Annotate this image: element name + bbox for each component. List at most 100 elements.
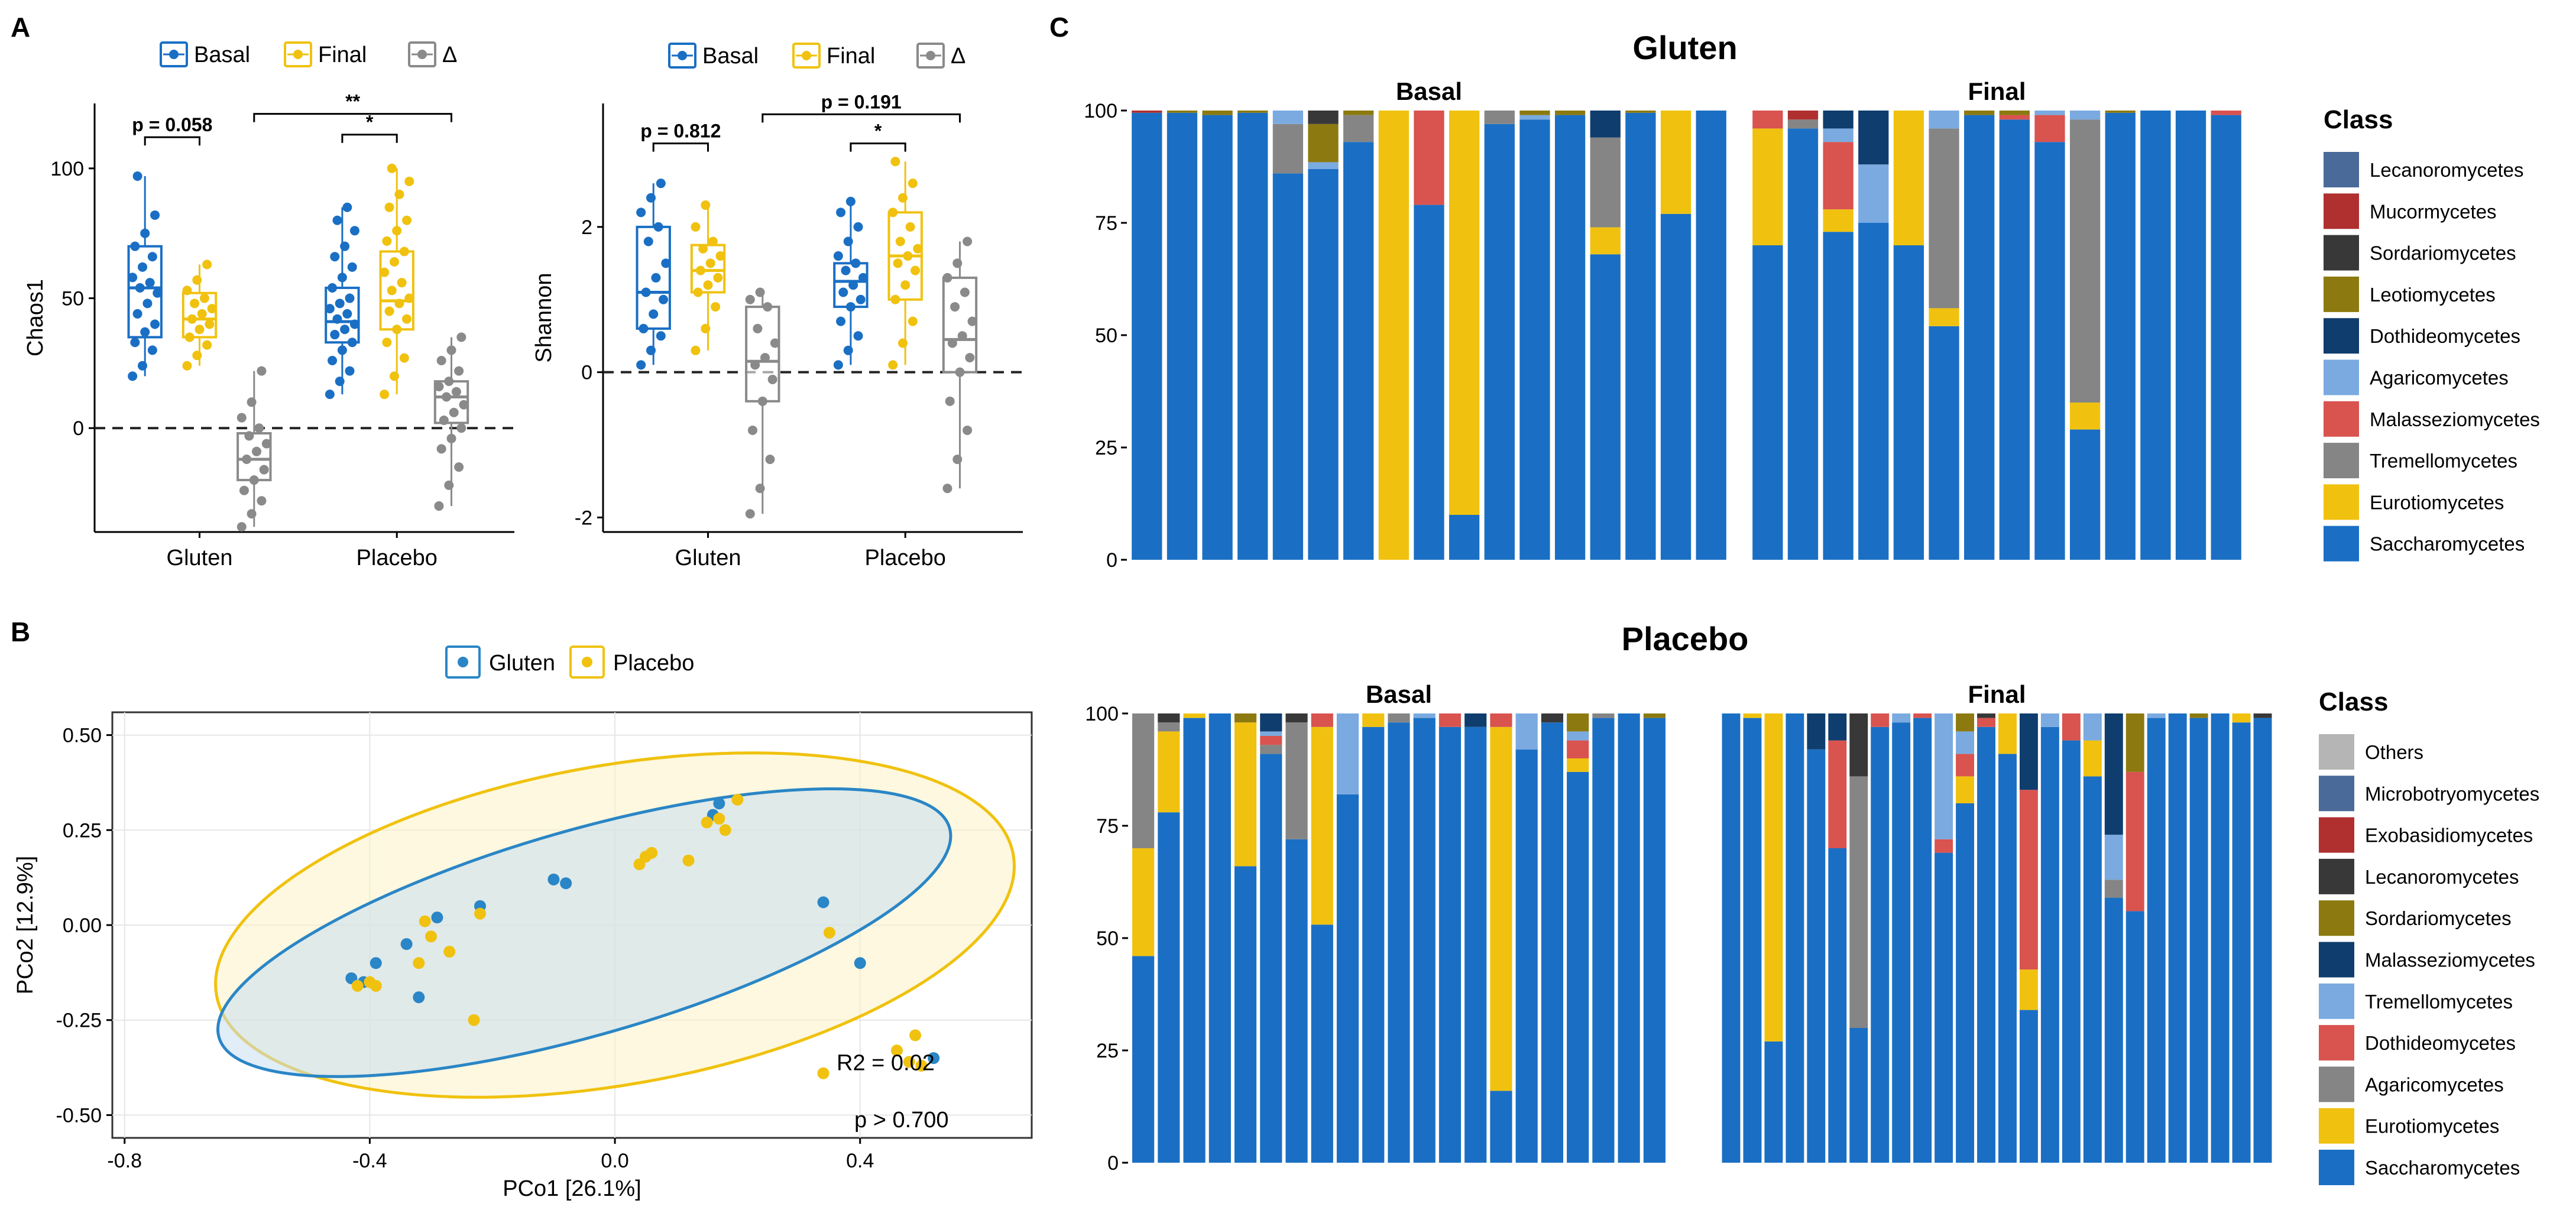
data-point (851, 258, 861, 268)
data-point (913, 244, 923, 254)
panel-label-c: C (1049, 12, 1069, 43)
bar-segment-malasseziomycetes (2104, 713, 2123, 835)
bar-segment-eurotiomycetes (2232, 713, 2251, 723)
data-point (942, 273, 952, 283)
comparison-bracket (144, 136, 200, 146)
data-point (337, 273, 347, 283)
data-point (130, 241, 140, 251)
ellipse-gluten (216, 787, 952, 1078)
bar-segment-tremellomycetes (2147, 713, 2166, 718)
scatter-point-placebo (682, 854, 695, 867)
y-tick-label: 0.00 (63, 914, 102, 937)
data-point (192, 275, 202, 285)
bar-segment-saccharomycetes (2083, 776, 2102, 1163)
bar-segment-malasseziomycetes (1260, 713, 1282, 732)
x-axis-title: PCo1 [26.1%] (503, 1176, 641, 1201)
scatter-point-placebo (817, 1067, 829, 1079)
bar-segment-agaricomycetes (1260, 745, 1282, 754)
bar-segment-saccharomycetes (1554, 115, 1586, 560)
bar-segment-saccharomycetes (1183, 718, 1206, 1163)
bar-segment-dothideomycetes (1935, 839, 1953, 853)
data-point (236, 522, 247, 532)
data-point (698, 244, 708, 254)
bar-segment-sordariomycetes (1643, 713, 1666, 718)
bar-segment-tremellomycetes (1260, 731, 1282, 736)
bar-segment-agaricomycetes (2034, 111, 2065, 115)
bar-segment-tremellomycetes (1787, 119, 1819, 129)
data-point (703, 280, 713, 290)
bar-segment-dothideomycetes (1260, 736, 1282, 745)
comparison-bracket (652, 142, 709, 152)
legend-label: Agaricomycetes (2365, 1073, 2504, 1095)
data-point (436, 356, 446, 365)
legend-label: Saccharomycetes (2365, 1157, 2520, 1179)
bar-segment-saccharomycetes (1696, 111, 1726, 560)
data-point (845, 302, 856, 312)
data-point (195, 325, 205, 335)
data-point (404, 293, 414, 303)
data-point (957, 331, 967, 341)
bar-segment-saccharomycetes (1343, 142, 1374, 560)
data-point (384, 202, 394, 212)
bar-segment-eurotiomycetes (1764, 713, 1783, 1042)
bar-segment-leotiomycetes (1964, 111, 1995, 115)
gluten-stacked-bars: Gluten 100 75 50 25 0 Basal Final Class Lecanorom… (1084, 29, 2540, 572)
data-point (853, 222, 863, 232)
data-point (843, 236, 853, 246)
stat-p: p > 0.700 (854, 1108, 949, 1133)
bar-segment-tremellomycetes (1272, 124, 1304, 174)
bar-segment-sordariomycetes (1956, 713, 1975, 732)
data-point (760, 353, 770, 363)
scatter-point-placebo (443, 946, 456, 958)
legend-label-final: Final (318, 43, 367, 67)
data-point (239, 485, 249, 495)
bar-segment-eurotiomycetes (1893, 111, 1924, 245)
data-point (711, 302, 721, 312)
bar-segment-saccharomycetes (1828, 848, 1847, 1163)
comparison-bracket (341, 134, 398, 143)
bar-segment-dothideomycetes (2062, 713, 2081, 741)
legend-label: Sordariomycetes (2370, 242, 2516, 264)
data-point (646, 345, 656, 355)
bar-segment-agaricomycetes (1592, 713, 1615, 718)
bar-segment-tremellomycetes (2040, 713, 2059, 727)
data-point (908, 316, 918, 326)
data-point (459, 400, 469, 410)
y-tick-label: 50 (1095, 325, 1117, 347)
bar-segment-saccharomycetes (2125, 911, 2144, 1163)
data-point (905, 222, 915, 232)
y-tick-label: 0.25 (63, 819, 102, 842)
legend-label: Lecanoromycetes (2365, 866, 2519, 888)
bar-segment-saccharomycetes (1449, 515, 1480, 560)
data-point (903, 251, 913, 261)
bar-segment-saccharomycetes (1285, 839, 1308, 1163)
bar-segment-agaricomycetes (2069, 111, 2101, 120)
data-point (963, 425, 973, 435)
bar-segment-saccharomycetes (2069, 429, 2101, 560)
bar-segment-malasseziomycetes (1823, 142, 1854, 210)
data-point (128, 371, 138, 381)
bar-segment-sordariomycetes (1234, 713, 1257, 723)
data-point (691, 222, 701, 232)
legend-key-dot (293, 50, 303, 59)
data-point (767, 374, 777, 384)
data-point (244, 431, 254, 441)
data-point (184, 332, 195, 342)
bar-segment-tremellomycetes (1336, 713, 1359, 794)
data-point (137, 361, 147, 371)
bar-segment-eurotiomycetes (1956, 776, 1975, 803)
legend-label: Dothideomycetes (2365, 1032, 2516, 1054)
legend-label: Saccharomycetes (2370, 533, 2525, 555)
legend-label-basal: Basal (194, 43, 250, 67)
legend-swatch (2319, 734, 2354, 770)
scatter-point-gluten (713, 797, 725, 810)
data-point (454, 366, 464, 376)
bar-segment-malasseziomycetes (1414, 111, 1444, 205)
legend-swatch (2324, 235, 2359, 271)
scatter-point-gluten (817, 896, 829, 909)
legend-swatch (2319, 1025, 2354, 1061)
bar-segment-agaricomycetes (1519, 115, 1550, 120)
bar-segment-saccharomycetes (1590, 254, 1621, 560)
bar-segment-malasseziomycetes (2019, 713, 2038, 790)
